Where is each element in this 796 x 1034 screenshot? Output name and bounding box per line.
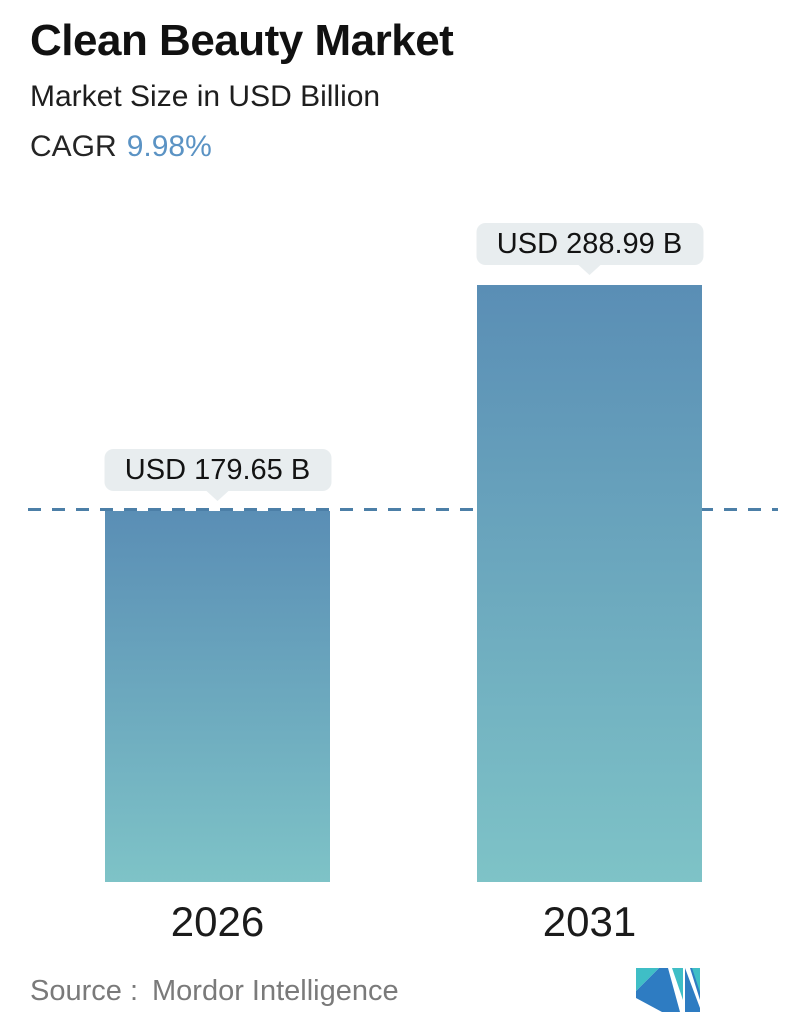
cagr-value: 9.98% [126, 130, 212, 163]
x-axis-label-2026: 2026 [170, 898, 265, 945]
source-name: Mordor Intelligence [152, 975, 399, 1007]
reference-dashed-line [28, 508, 778, 511]
logo-top-right-shape [692, 968, 700, 992]
cagr-line: CAGR 9.98% [30, 130, 212, 164]
logo-middle-shape [672, 968, 683, 1000]
bar-2031: USD 288.99 B 2031 [476, 223, 703, 945]
cagr-label: CAGR [30, 130, 117, 163]
source-label: Source : [30, 975, 138, 1007]
page-title: Clean Beauty Market [30, 16, 454, 65]
logo-slit-shape [685, 968, 700, 1008]
chart-subtitle: Market Size in USD Billion [30, 80, 381, 113]
logo-corner-shape [636, 968, 659, 991]
x-axis-label-2031: 2031 [542, 898, 637, 945]
value-label-2026: USD 179.65 B [104, 449, 331, 491]
bar-2026: USD 179.65 B 2026 [104, 449, 331, 945]
logo-band-shape [636, 968, 680, 1012]
value-label-2031: USD 288.99 B [476, 223, 703, 265]
mordor-intelligence-logo [636, 968, 700, 1012]
source-attribution: Source : Mordor Intelligence [30, 975, 399, 1008]
